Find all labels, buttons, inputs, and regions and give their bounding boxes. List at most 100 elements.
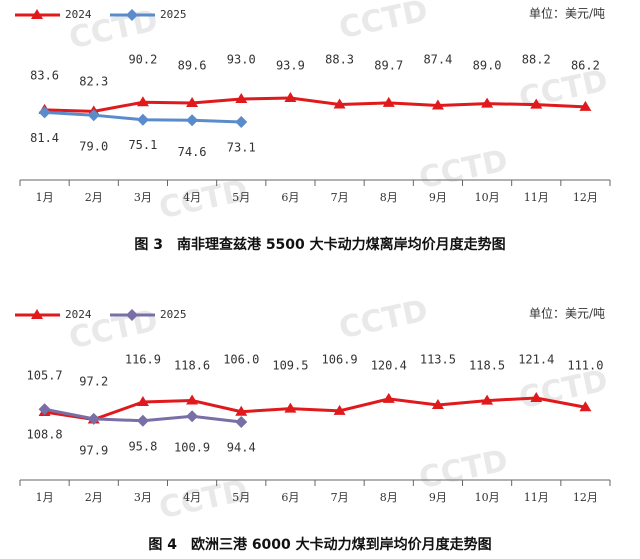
- data-label: 88.2: [522, 53, 551, 67]
- data-label: 93.9: [276, 59, 305, 73]
- watermark: CCTD: [416, 443, 511, 496]
- data-label: 95.8: [128, 439, 157, 453]
- data-label: 83.6: [30, 69, 59, 83]
- data-label: 100.9: [174, 441, 210, 455]
- data-label: 79.0: [79, 140, 108, 154]
- data-label: 106.9: [322, 353, 358, 367]
- data-point: [382, 392, 395, 403]
- data-label: 89.0: [473, 59, 502, 73]
- legend-label: 2024: [65, 8, 92, 21]
- legend-marker: [126, 309, 138, 321]
- data-label: 90.2: [128, 53, 157, 67]
- data-point: [333, 404, 346, 415]
- legend-label: 2024: [65, 308, 92, 321]
- data-label: 74.6: [178, 145, 207, 159]
- data-point: [186, 394, 199, 405]
- data-label: 118.5: [469, 359, 505, 373]
- x-tick-label: 3月: [134, 191, 152, 204]
- data-label: 113.5: [420, 353, 456, 367]
- x-tick-label: 3月: [134, 491, 152, 504]
- data-point: [284, 92, 297, 102]
- data-point: [333, 98, 346, 109]
- x-tick-label: 6月: [281, 491, 299, 504]
- x-tick-label: 8月: [380, 491, 398, 504]
- x-tick-label: 4月: [183, 491, 201, 504]
- data-label: 86.2: [571, 59, 600, 73]
- unit-label: 单位：美元/吨: [529, 306, 605, 321]
- data-point: [284, 402, 297, 413]
- chart-caption: 图 4 欧洲三港 6000 大卡动力煤到岸均价月度走势图: [148, 536, 491, 553]
- x-tick-label: 2月: [85, 491, 103, 504]
- x-tick-label: 7月: [331, 491, 349, 504]
- x-tick-label: 11月: [524, 491, 549, 504]
- x-tick-label: 4月: [183, 191, 201, 204]
- data-label: 89.6: [178, 59, 207, 73]
- x-tick-label: 9月: [429, 191, 447, 204]
- data-point: [186, 114, 199, 127]
- x-tick-label: 7月: [331, 191, 349, 204]
- x-tick-label: 5月: [232, 191, 250, 204]
- data-label: 106.0: [223, 353, 259, 367]
- data-point: [38, 106, 51, 119]
- data-label: 121.4: [518, 353, 554, 367]
- series-line: [44, 96, 586, 113]
- data-point: [235, 416, 248, 428]
- data-point: [431, 399, 444, 410]
- data-label: 82.3: [79, 75, 108, 89]
- data-label: 89.7: [374, 59, 403, 73]
- watermark: CCTD: [336, 0, 431, 46]
- data-label: 118.6: [174, 359, 210, 373]
- data-label: 88.3: [325, 53, 354, 67]
- data-point: [136, 113, 149, 126]
- legend-marker: [31, 309, 43, 319]
- data-point: [235, 405, 248, 416]
- data-label: 108.8: [27, 428, 63, 442]
- data-label: 81.4: [30, 131, 59, 145]
- data-point: [87, 109, 100, 122]
- legend-marker: [126, 9, 138, 21]
- data-point: [136, 414, 149, 427]
- legend-label: 2025: [160, 8, 187, 21]
- data-point: [235, 116, 248, 128]
- data-point: [530, 98, 543, 109]
- data-label: 120.4: [371, 359, 407, 373]
- x-tick-label: 10月: [475, 491, 500, 504]
- x-tick-label: 12月: [573, 491, 598, 504]
- data-point: [530, 392, 543, 402]
- data-point: [579, 100, 592, 111]
- x-tick-label: 12月: [573, 191, 598, 204]
- data-label: 111.0: [567, 359, 603, 373]
- x-tick-label: 6月: [281, 191, 299, 204]
- data-point: [382, 96, 395, 107]
- unit-label: 单位：美元/吨: [529, 6, 605, 21]
- x-tick-label: 10月: [475, 191, 500, 204]
- data-label: 109.5: [272, 359, 308, 373]
- data-point: [579, 401, 592, 412]
- watermark: CCTD: [416, 143, 511, 196]
- watermark: CCTD: [336, 293, 431, 346]
- data-label: 97.9: [79, 443, 108, 457]
- data-label: 116.9: [125, 353, 161, 367]
- data-label: 87.4: [423, 53, 452, 67]
- data-label: 73.1: [227, 141, 256, 155]
- data-point: [431, 99, 444, 110]
- legend-label: 2025: [160, 308, 187, 321]
- x-tick-label: 5月: [232, 491, 250, 504]
- x-tick-label: 11月: [524, 191, 549, 204]
- x-tick-label: 1月: [36, 191, 54, 204]
- legend-marker: [31, 9, 43, 19]
- data-point: [136, 96, 149, 107]
- data-label: 94.4: [227, 441, 256, 455]
- x-tick-label: 8月: [380, 191, 398, 204]
- data-point: [87, 412, 100, 425]
- data-label: 75.1: [128, 138, 157, 152]
- data-point: [481, 97, 494, 108]
- data-label: 93.0: [227, 53, 256, 67]
- series-line: [44, 396, 586, 422]
- data-point: [186, 410, 199, 423]
- data-point: [235, 93, 248, 104]
- x-tick-label: 1月: [36, 491, 54, 504]
- x-tick-label: 9月: [429, 491, 447, 504]
- data-point: [481, 394, 494, 405]
